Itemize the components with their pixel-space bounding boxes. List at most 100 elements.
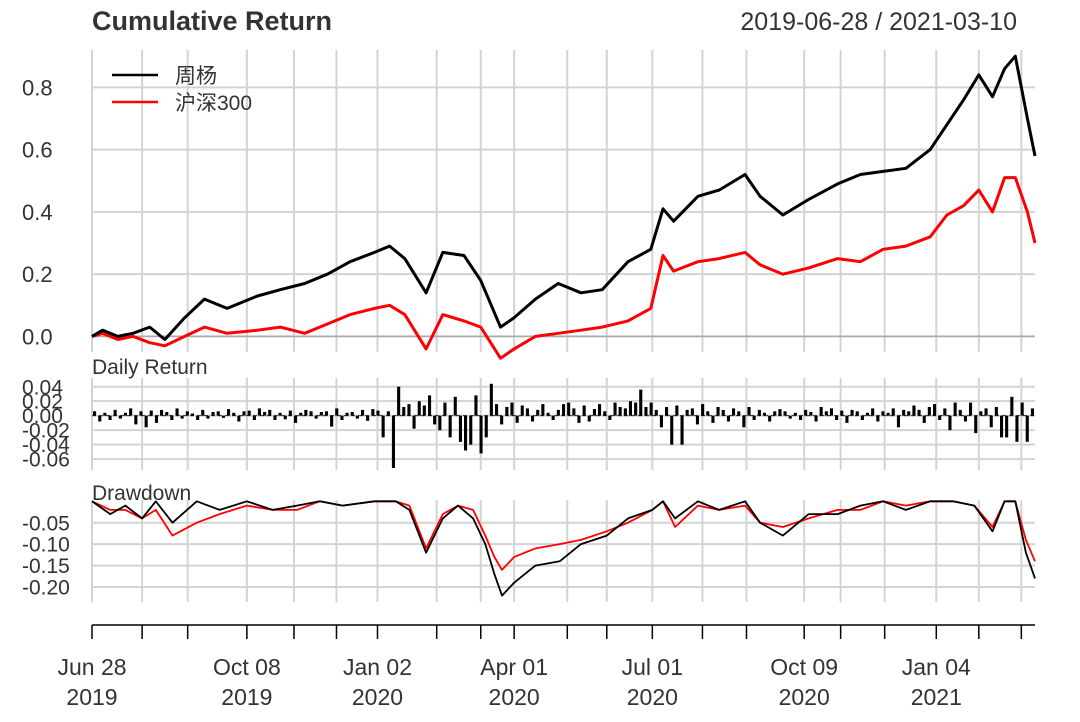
daily-return-bar xyxy=(495,404,499,416)
daily-return-bar xyxy=(144,415,148,428)
daily-return-bar xyxy=(237,415,241,422)
daily-return-bar xyxy=(907,411,911,416)
daily-return-bar xyxy=(814,415,818,422)
daily-return-bar xyxy=(603,411,607,416)
daily-return-bar xyxy=(299,412,303,416)
daily-return-bar xyxy=(757,409,761,416)
daily-return-bar xyxy=(665,407,669,416)
daily-return-bar xyxy=(366,415,370,421)
daily-return-bar xyxy=(958,409,962,416)
daily-return-bar xyxy=(247,410,251,416)
daily-return-bar xyxy=(283,415,287,420)
daily-return-bar xyxy=(185,411,189,416)
daily-return-bar xyxy=(417,401,421,416)
daily-return-bar xyxy=(216,411,220,416)
daily-return-bar xyxy=(309,411,313,416)
daily-return-bar xyxy=(840,410,844,416)
daily-return-bar xyxy=(371,409,375,416)
daily-return-bar xyxy=(160,409,164,416)
daily-return-bar xyxy=(129,408,133,416)
x-tick-year-label: 2020 xyxy=(352,684,403,710)
daily-return-bar xyxy=(510,402,514,416)
daily-return-bar xyxy=(376,410,380,416)
x-tick-year-label: 2019 xyxy=(66,684,117,710)
date-range: 2019-06-28 / 2021-03-10 xyxy=(740,8,1017,36)
daily-return-bar xyxy=(876,415,880,422)
daily-return-bar xyxy=(675,405,679,416)
daily-return-bar xyxy=(969,402,973,416)
daily-return-bar xyxy=(974,415,978,434)
y-tick-label: 0.0 xyxy=(22,324,53,349)
daily-return-bar xyxy=(994,407,998,416)
daily-return-bar xyxy=(649,402,653,416)
daily-return-bar xyxy=(1005,415,1009,438)
daily-return-bar xyxy=(175,408,179,416)
daily-return-bar xyxy=(726,415,730,422)
x-axis: Jun 28 2019 Oct 08 2019 Jan 02 2020 Apr 01 2020… xyxy=(57,624,1035,710)
daily-return-bar xyxy=(93,411,97,416)
daily-return-bar xyxy=(123,412,127,416)
daily-return-bar xyxy=(165,412,169,416)
daily-return-bar xyxy=(701,404,705,416)
daily-return-bar xyxy=(268,409,272,416)
daily-return-bar xyxy=(927,407,931,416)
daily-return-bar xyxy=(525,408,529,416)
daily-return-panel: 0.040.020.00-0.02-0.04-0.06 xyxy=(22,376,1035,472)
daily-return-bar xyxy=(149,410,153,416)
daily-return-bar xyxy=(278,412,282,416)
daily-return-bar xyxy=(809,412,813,416)
daily-return-bar xyxy=(134,415,138,425)
daily-return-bar xyxy=(984,408,988,416)
daily-return-bar xyxy=(361,409,365,416)
daily-return-bar xyxy=(886,412,890,416)
daily-return-bar xyxy=(345,412,349,416)
daily-return-bar xyxy=(196,415,200,420)
daily-return-bar xyxy=(572,408,576,416)
daily-return-bar xyxy=(618,407,622,416)
daily-return-bar xyxy=(201,409,205,416)
daily-return-bar xyxy=(912,405,916,416)
daily-return-bar xyxy=(227,409,231,416)
legend-label-fund: 周杨 xyxy=(175,65,217,88)
daily-return-bar xyxy=(118,415,122,419)
daily-return-bar xyxy=(221,415,225,418)
daily-return-bar xyxy=(943,408,947,416)
daily-return-bar xyxy=(582,405,586,416)
y-tick-label: -0.04 xyxy=(22,434,70,457)
daily-return-bar xyxy=(154,415,158,423)
daily-return-bar xyxy=(474,395,478,416)
daily-return-bar xyxy=(979,411,983,416)
daily-return-bar xyxy=(355,415,359,419)
daily-return-bar xyxy=(484,415,488,438)
daily-return-bar xyxy=(742,415,746,428)
daily-return-bar xyxy=(103,412,107,416)
daily-return-bar xyxy=(453,396,457,416)
daily-return-bar xyxy=(139,411,143,416)
daily-return-bar xyxy=(963,415,967,422)
daily-return-bar xyxy=(860,415,864,420)
daily-return-bar xyxy=(386,411,390,416)
daily-return-bar xyxy=(896,415,900,428)
y-tick-label: 0.04 xyxy=(22,376,63,399)
x-tick-year-label: 2021 xyxy=(911,684,962,710)
daily-return-bar xyxy=(232,412,236,416)
grid-layer xyxy=(91,50,1023,602)
daily-return-bar xyxy=(706,411,710,416)
daily-return-bar xyxy=(922,415,926,423)
daily-return-bar xyxy=(690,408,694,416)
y-tick-label: 0.6 xyxy=(22,138,53,163)
daily-return-bar xyxy=(577,415,581,423)
daily-return-bar xyxy=(242,411,246,416)
daily-return-bar xyxy=(659,415,663,428)
daily-return-bar xyxy=(257,408,261,416)
daily-return-bar xyxy=(1000,415,1004,438)
fund-drawdown-line xyxy=(91,500,1036,597)
daily-return-bar xyxy=(1030,408,1034,416)
y-tick-label: -0.06 xyxy=(22,449,70,472)
daily-return-bar xyxy=(793,412,797,416)
daily-return-bar xyxy=(541,404,545,416)
daily-return-bar xyxy=(469,415,473,445)
drawdown-title: Drawdown xyxy=(92,482,191,505)
daily-return-bar xyxy=(628,401,632,416)
